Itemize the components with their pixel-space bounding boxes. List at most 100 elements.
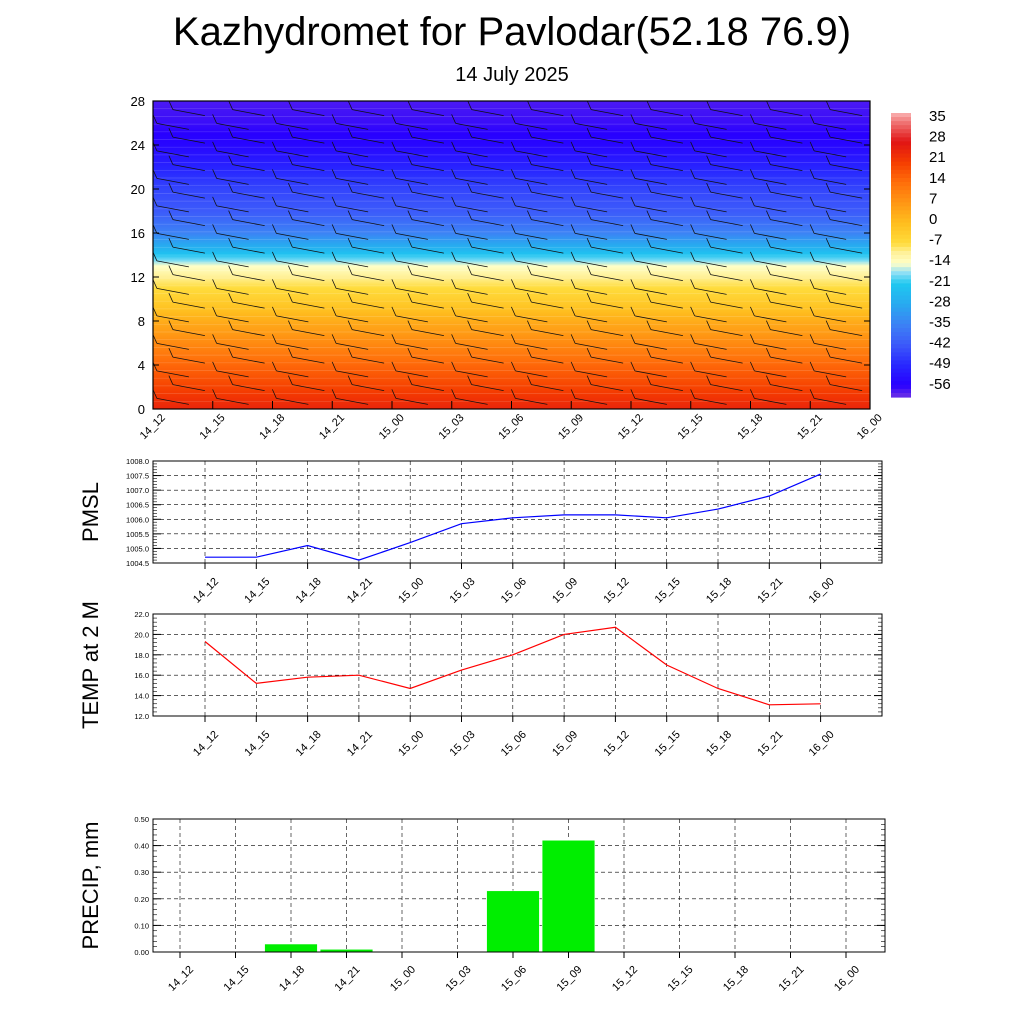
wind-barb-shaft <box>232 136 265 144</box>
wind-barb <box>750 141 787 158</box>
wind-barb-flag <box>168 127 174 138</box>
wind-barb <box>407 100 444 117</box>
wind-barb-flag <box>809 196 815 207</box>
wind-barb-shaft <box>770 301 803 309</box>
pmsl-ytick-label: 1004.5 <box>126 559 149 568</box>
wind-barb-shaft <box>634 178 667 185</box>
wind-barb-shaft <box>650 191 683 199</box>
wind-barb-flag <box>630 114 636 124</box>
wind-barb-flag <box>467 347 472 358</box>
wind-barb-flag <box>570 279 576 289</box>
wind-barb-shaft <box>531 301 564 309</box>
wind-barb-shaft <box>232 109 265 117</box>
wind-barb <box>630 141 667 158</box>
wind-barb <box>407 210 444 227</box>
wind-barb-flag <box>586 100 592 110</box>
wind-barb-shaft <box>634 398 667 405</box>
wind-barb <box>511 196 548 213</box>
wind-barb-flag <box>750 279 755 289</box>
wind-barb-flag <box>809 141 815 152</box>
wind-barb-shaft <box>216 288 249 295</box>
wind-barb-flag <box>347 127 353 138</box>
wind-barb-flag <box>228 210 233 220</box>
wind-barb-shaft <box>515 150 548 158</box>
wind-barb <box>766 320 803 337</box>
wind-barb <box>451 141 488 158</box>
wind-barb <box>168 182 205 199</box>
wind-barb-shaft <box>352 329 385 337</box>
wind-barb-shaft <box>650 164 683 172</box>
wind-barb-flag <box>511 251 516 262</box>
wind-barb-shaft <box>352 109 385 117</box>
wind-barb-flag <box>706 347 711 358</box>
wind-barb <box>750 251 787 268</box>
wind-barb-flag <box>347 100 353 110</box>
wind-barb-shaft <box>352 274 385 282</box>
wind-barb <box>407 237 444 254</box>
colorbar-swatch <box>891 356 911 362</box>
colorbar-swatch <box>891 259 911 264</box>
wind-barb <box>288 127 325 144</box>
wind-barb-shaft <box>395 150 428 158</box>
wind-barb-shaft <box>591 274 624 282</box>
wind-barb-shaft <box>710 274 743 282</box>
colorbar-swatch <box>891 384 911 390</box>
colorbar-label: 35 <box>929 108 946 125</box>
wind-barb-flag <box>407 237 413 248</box>
wind-barb-shaft <box>814 315 847 323</box>
wind-barb-flag <box>825 155 831 165</box>
pmsl-xtick-label: 15_15 <box>653 576 683 606</box>
wind-barb <box>586 375 624 392</box>
pmsl-ytick-label: 1006.0 <box>126 515 149 524</box>
wind-barb-shaft <box>770 136 803 144</box>
wind-barb-flag <box>825 375 831 385</box>
temp-xtick-label: 15_21 <box>755 729 785 759</box>
wind-barb-shaft <box>531 274 564 282</box>
wind-barb <box>347 237 385 254</box>
wind-barb <box>570 169 608 185</box>
wind-barb-shaft <box>395 178 428 185</box>
temp-xtick-label: 15_18 <box>704 729 734 759</box>
wind-barb-flag <box>527 155 532 165</box>
wind-barb <box>212 224 249 240</box>
wind-barb-shaft <box>292 191 325 199</box>
wind-barb <box>750 196 787 213</box>
wind-barb-shaft <box>814 150 847 158</box>
wind-barb <box>646 155 683 172</box>
wind-barb-shaft <box>292 356 325 364</box>
pmsl-xtick-label: 15_09 <box>550 576 580 606</box>
wind-barb <box>168 237 205 254</box>
colorbar-swatch <box>891 117 911 122</box>
temp-xtick-label: 15_12 <box>601 729 631 759</box>
wind-barb-flag <box>407 292 413 303</box>
colorbar-swatch <box>891 283 911 289</box>
precip-xtick-label: 15_12 <box>610 964 640 994</box>
wind-barb <box>750 334 787 350</box>
wind-barb <box>228 237 265 254</box>
wind-barb-shaft <box>411 301 444 309</box>
wind-barb-shaft <box>455 260 488 268</box>
wind-barb-shaft <box>455 398 488 405</box>
wind-barb-shaft <box>710 329 743 337</box>
wind-barb <box>586 237 624 254</box>
colorbar-label: 0 <box>929 211 937 228</box>
wind-barb-shaft <box>395 260 428 268</box>
wind-barb-flag <box>706 127 711 138</box>
wind-barb-shaft <box>515 288 548 295</box>
colorbar-swatch <box>891 295 911 301</box>
wind-barb-shaft <box>455 178 488 185</box>
wind-barb-flag <box>288 237 293 248</box>
wind-barb-shaft <box>531 191 564 199</box>
wind-barb-shaft <box>411 164 444 172</box>
wind-barb <box>168 155 205 172</box>
wind-barb-flag <box>212 279 217 289</box>
wind-barb-flag <box>212 389 217 399</box>
wind-barb-flag <box>511 141 516 152</box>
wind-barb-flag <box>212 114 217 124</box>
wind-barb <box>766 127 803 144</box>
wind-barb <box>527 127 564 144</box>
wind-barb <box>391 279 428 295</box>
wind-barb-shaft <box>770 191 803 199</box>
pmsl-xtick-label: 15_18 <box>704 576 734 606</box>
colorbar-label: -56 <box>929 376 951 393</box>
